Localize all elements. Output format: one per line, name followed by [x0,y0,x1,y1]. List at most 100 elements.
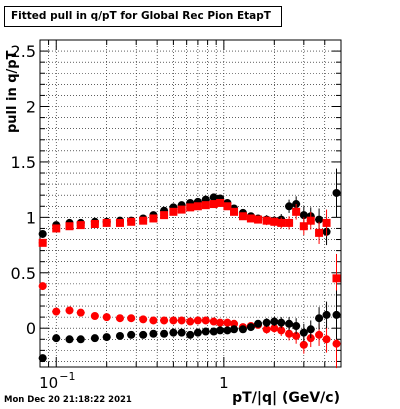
data-point [65,335,74,344]
data-point [169,328,178,337]
y-tick-label: 0 [26,319,36,338]
data-point [270,217,279,226]
data-point [160,211,169,220]
data-point [285,202,294,211]
plot-frame [39,39,342,368]
y-tick-label: 1.5 [11,153,36,172]
data-point [201,316,210,325]
data-point [216,326,225,335]
data-point [262,318,271,327]
data-point [127,217,136,226]
data-point [186,203,195,212]
data-point [254,215,263,224]
data-point [38,282,47,291]
data-point [177,328,186,337]
data-point [209,200,218,209]
data-point [315,330,324,339]
data-point [65,222,74,231]
data-point [127,314,136,323]
data-point [76,335,85,344]
data-point [322,310,331,319]
data-point [201,201,210,210]
data-point [149,329,158,338]
data-point [160,316,169,325]
data-point [139,330,148,339]
data-point [332,310,341,319]
data-point [270,324,279,333]
data-point [102,313,111,322]
data-point [76,221,85,230]
data-point [285,218,294,227]
data-point [169,316,178,325]
data-point [238,212,247,221]
data-point [254,319,263,328]
data-point [193,202,202,211]
data-point [90,334,99,343]
data-point [223,202,232,211]
data-point [139,315,148,324]
data-point [223,318,232,327]
x-tick-label: 1 [219,374,229,392]
data-point [332,339,341,348]
data-point [299,328,308,337]
y-tick-label: 1 [26,208,36,227]
data-point [262,216,271,225]
data-point [209,193,218,202]
data-point [186,317,195,326]
data-point [38,229,47,238]
data-point [65,306,74,315]
chart-title-box: Fitted pull in q/pT for Global Rec Pion … [4,6,282,27]
y-tick-label: 2 [26,98,36,117]
data-point [299,222,308,231]
data-point [38,238,47,247]
data-point [285,319,294,328]
x-tick-label-exponent: −1 [59,370,75,383]
y-tick-label: 0.5 [11,264,36,283]
data-point [277,326,286,335]
data-point [160,329,169,338]
data-point [230,207,239,216]
data-point [115,331,124,340]
data-point [76,308,85,317]
data-point [52,224,61,233]
data-point [193,316,202,325]
y-axis-label: pull in q/pT [5,50,20,133]
data-point [177,316,186,325]
y-tick-label: 2.5 [11,42,36,61]
data-point [262,325,271,334]
data-point [230,325,239,334]
data-point [322,218,331,227]
data-point [332,188,341,197]
data-point [270,317,279,326]
data-point [115,314,124,323]
data-point [315,215,324,224]
data-point [246,214,255,223]
x-tick-label: 10 [39,374,58,392]
data-point [299,211,308,220]
data-point [139,216,148,225]
data-point [38,354,47,363]
timestamp-footer: Mon Dec 20 21:18:22 2021 [4,395,132,405]
data-point [216,318,225,327]
data-point [332,274,341,283]
data-point [102,333,111,342]
data-point [306,325,315,334]
data-point [115,218,124,227]
data-point [52,307,61,316]
data-point [315,314,324,323]
data-point [322,335,331,344]
data-point [238,325,247,334]
data-point [285,329,294,338]
data-point [230,319,239,328]
data-point [209,317,218,326]
data-point [216,198,225,207]
data-point [277,318,286,327]
data-point [299,340,308,349]
data-point [292,321,301,330]
data-point [209,327,218,336]
data-point [90,312,99,321]
data-point [193,328,202,337]
data-point [223,326,232,335]
data-point [246,323,255,332]
